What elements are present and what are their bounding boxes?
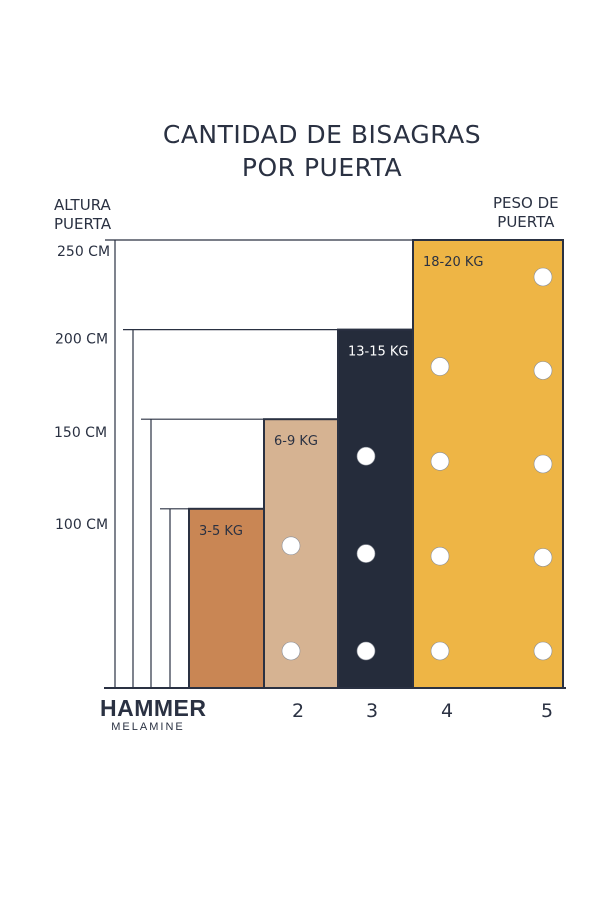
hinge-dot bbox=[356, 446, 376, 466]
hinge-dot bbox=[533, 454, 553, 474]
hinge-dot bbox=[281, 536, 301, 556]
hinge-dot bbox=[430, 357, 450, 376]
hinge-dot bbox=[430, 641, 450, 661]
category-label: 2 bbox=[292, 700, 304, 722]
hinge-dot bbox=[281, 641, 301, 661]
weight-label: 13-15 KG bbox=[348, 345, 409, 360]
weight-caption-line-2: PUERTA bbox=[497, 213, 555, 231]
category-label: 4 bbox=[441, 700, 453, 722]
hinge-dot bbox=[356, 544, 376, 563]
logo-sub-text: MELAMINE bbox=[111, 721, 185, 733]
y-tick-label: 150 CM bbox=[54, 425, 107, 441]
hinge-dot bbox=[430, 452, 450, 471]
hammer-melamine-logo: HAMMER MELAMINE bbox=[100, 695, 207, 734]
y-caption-line-1: ALTURA bbox=[54, 196, 111, 214]
logo-main-text: HAMMER bbox=[100, 695, 207, 721]
hinge-dot bbox=[533, 361, 553, 380]
y-caption-line-2: PUERTA bbox=[54, 215, 112, 233]
weight-label: 3-5 KG bbox=[199, 524, 243, 539]
hinge-dot bbox=[533, 641, 553, 661]
y-tick-label: 250 CM bbox=[57, 244, 110, 260]
y-tick-label: 100 CM bbox=[55, 517, 108, 533]
hinge-dot bbox=[533, 267, 553, 287]
y-tick-label: 200 CM bbox=[55, 332, 108, 348]
hinge-dot bbox=[533, 548, 553, 567]
hinge-dot bbox=[430, 546, 450, 566]
title-line-2: POR PUERTA bbox=[241, 153, 403, 182]
hinge-dot bbox=[356, 641, 376, 661]
chart-title: CANTIDAD DE BISAGRAS POR PUERTA bbox=[0, 118, 600, 184]
weight-caption: PESO DE PUERTA bbox=[493, 194, 559, 232]
title-line-1: CANTIDAD DE BISAGRAS bbox=[162, 120, 482, 149]
y-axis-caption: ALTURA PUERTA bbox=[54, 196, 111, 234]
weight-caption-line-1: PESO DE bbox=[493, 194, 559, 212]
category-label: 3 bbox=[366, 700, 378, 722]
category-label: 5 bbox=[541, 700, 553, 722]
weight-label: 6-9 KG bbox=[274, 434, 318, 449]
weight-label: 18-20 KG bbox=[423, 255, 484, 270]
